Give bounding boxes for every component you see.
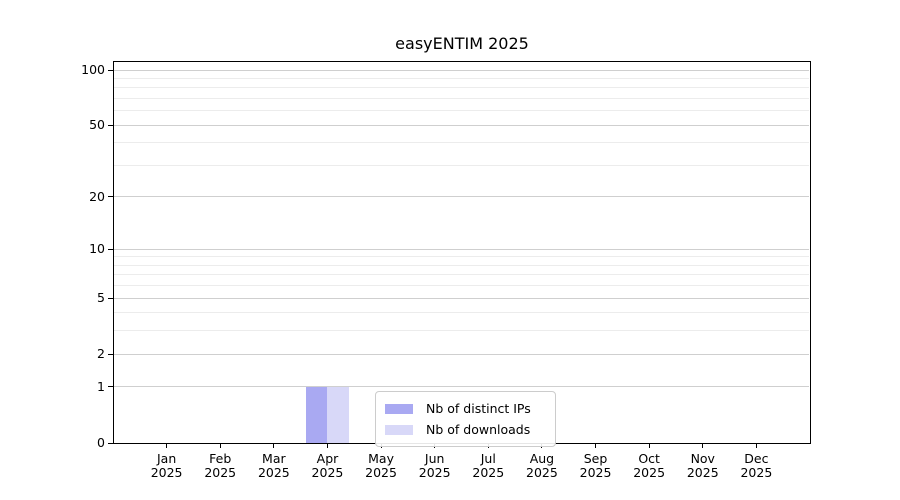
x-tick-label: Jul 2025 [472,451,505,480]
legend-item-downloads: Nb of downloads [385,419,546,440]
legend-label-distinct-ips: Nb of distinct IPs [426,401,531,416]
y-tick-label: 20 [89,188,105,204]
gridline-major [114,196,809,198]
legend-swatch-distinct-ips-icon [385,403,413,414]
y-tick-label: 1 [97,378,105,394]
gridline-minor [114,264,809,266]
gridline-minor [114,98,809,100]
y-tick-mark [108,442,113,444]
gridline-minor [114,312,809,314]
x-tick-label: Jun 2025 [418,451,451,480]
x-tick-mark [273,444,275,448]
x-tick-mark [326,444,328,448]
gridline-major [114,386,809,388]
y-tick-label: 0 [97,435,105,450]
x-tick-mark [595,444,597,448]
y-tick-mark [108,69,113,71]
x-tick-mark [755,444,757,448]
y-tick-mark [108,386,113,388]
y-tick-label: 5 [97,290,105,306]
x-tick-label: Aug 2025 [526,451,558,480]
gridline-minor [114,256,809,258]
x-tick-mark [219,444,221,448]
y-tick-label: 100 [81,62,105,78]
x-tick-label: Mar 2025 [257,451,290,480]
legend-label-downloads: Nb of downloads [426,422,531,437]
legend-item-distinct-ips: Nb of distinct IPs [385,398,546,419]
y-tick-mark [108,248,113,250]
x-tick-mark [648,444,650,448]
chart-title: easyENTIM 2025 [395,34,529,53]
gridline-minor [114,285,809,287]
gridline-minor [114,110,809,112]
x-tick-label: May 2025 [365,451,397,480]
y-tick-mark [108,196,113,198]
gridline-minor [114,142,809,144]
gridline-minor [114,330,809,332]
legend: Nb of distinct IPs Nb of downloads [375,391,556,447]
x-tick-label: Sep 2025 [579,451,612,480]
x-tick-label: Nov 2025 [686,451,719,480]
bar-distinct-ips [305,386,328,443]
x-tick-label: Oct 2025 [633,451,666,480]
x-tick-label: Feb 2025 [204,451,237,480]
bar-downloads [327,386,349,443]
gridline-major [114,297,809,299]
gridline-major [114,248,809,250]
gridline-minor [114,165,809,166]
x-tick-label: Jan 2025 [150,451,183,480]
gridline-minor [114,87,809,89]
x-tick-mark [166,444,168,448]
y-tick-mark [108,353,113,355]
gridline-major [114,124,809,126]
gridline-major [114,69,809,71]
y-tick-label: 2 [97,346,105,362]
y-tick-label: 50 [89,117,105,133]
x-tick-mark [702,444,704,448]
y-tick-mark [108,297,113,299]
gridline-major [114,353,809,355]
y-tick-mark [108,124,113,126]
x-tick-label: Apr 2025 [311,451,344,480]
gridline-minor [114,77,809,79]
gridline-minor [114,274,809,276]
y-tick-label: 10 [89,241,105,257]
x-tick-label: Dec 2025 [740,451,773,480]
legend-swatch-downloads-icon [385,424,413,435]
